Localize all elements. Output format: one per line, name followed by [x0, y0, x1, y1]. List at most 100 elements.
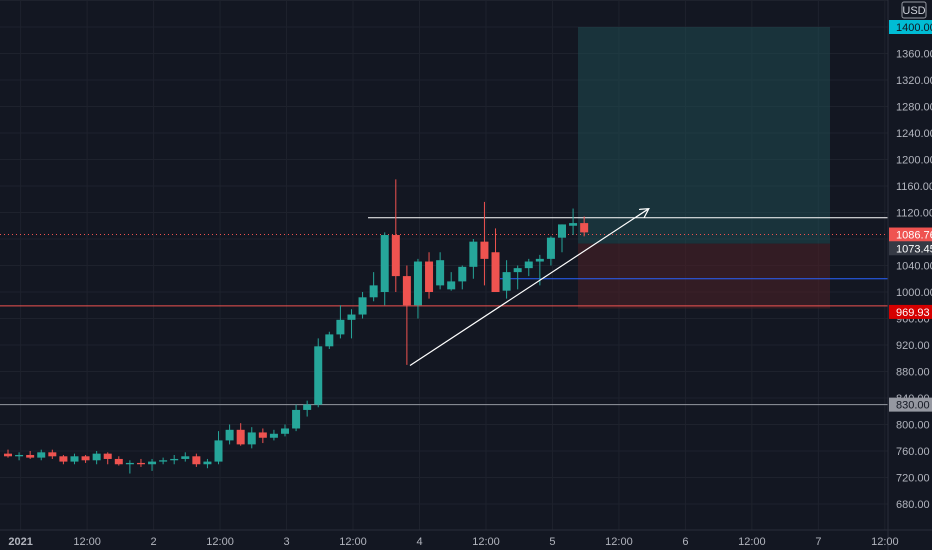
candle-body — [136, 462, 145, 465]
candle[interactable] — [524, 258, 533, 277]
candle[interactable] — [325, 331, 334, 349]
candle-body — [546, 237, 555, 259]
candle[interactable] — [546, 236, 555, 266]
candle[interactable] — [502, 260, 511, 299]
ascending-trendline[interactable] — [409, 209, 648, 367]
candle-body — [258, 432, 267, 438]
candle[interactable] — [114, 456, 123, 466]
svg-text:1400.00: 1400.00 — [896, 22, 932, 34]
candle[interactable] — [314, 338, 323, 408]
candle[interactable] — [303, 400, 312, 417]
base-price-badge: 830.00 — [889, 397, 932, 412]
candle[interactable] — [281, 424, 289, 437]
candle[interactable] — [92, 451, 101, 465]
candle[interactable] — [37, 449, 46, 461]
date-tick-label: 6 — [682, 536, 688, 548]
price-tick-label: 1240.00 — [896, 128, 932, 140]
candle[interactable] — [181, 452, 190, 462]
price-tick-label: 1200.00 — [896, 155, 932, 167]
candle[interactable] — [369, 272, 378, 302]
candle-body — [170, 458, 179, 461]
candle[interactable] — [81, 454, 90, 463]
candle[interactable] — [214, 431, 223, 465]
time-tick-label: 12:00 — [871, 536, 899, 548]
candle[interactable] — [48, 449, 57, 459]
stop-zone[interactable] — [578, 243, 830, 309]
svg-text:1086.76: 1086.76 — [896, 230, 932, 242]
candle-body — [48, 452, 57, 457]
date-tick-label: 7 — [815, 536, 821, 548]
candle[interactable] — [391, 179, 400, 292]
candle[interactable] — [59, 454, 68, 465]
candle[interactable] — [192, 453, 201, 467]
candle[interactable] — [513, 265, 522, 290]
candle[interactable] — [569, 208, 578, 236]
time-tick-label: 12:00 — [73, 536, 101, 548]
candle[interactable] — [436, 252, 445, 290]
candle[interactable] — [26, 451, 35, 459]
candle[interactable] — [225, 424, 234, 445]
price-tick-label: 920.00 — [896, 340, 930, 352]
currency-button[interactable]: USD — [901, 1, 927, 19]
candle-body — [114, 458, 123, 465]
candle[interactable] — [480, 201, 489, 286]
candle[interactable] — [491, 228, 500, 292]
trendline-drawings — [409, 209, 648, 367]
candle[interactable] — [247, 427, 256, 449]
candle[interactable] — [269, 429, 278, 441]
candle[interactable] — [358, 292, 367, 319]
candle[interactable] — [170, 454, 179, 465]
candle[interactable] — [159, 457, 168, 465]
candle[interactable] — [292, 404, 301, 432]
candle-body — [513, 268, 522, 273]
candle[interactable] — [4, 449, 12, 458]
candle-body — [558, 224, 566, 238]
candle-body — [269, 433, 278, 438]
candle-body — [436, 260, 445, 286]
candle[interactable] — [236, 423, 245, 446]
candle[interactable] — [136, 458, 145, 467]
candle[interactable] — [125, 460, 134, 474]
candle[interactable] — [258, 428, 267, 444]
price-tick-label: 800.00 — [896, 420, 930, 432]
price-tick-label: 880.00 — [896, 367, 930, 379]
price-axis-bg[interactable] — [888, 0, 932, 530]
candle-body — [458, 266, 467, 282]
candle[interactable] — [70, 453, 79, 465]
candle[interactable] — [580, 216, 589, 237]
candle-body — [480, 241, 489, 259]
candle[interactable] — [413, 258, 422, 319]
time-tick-label: 12:00 — [605, 536, 633, 548]
candle-body — [491, 252, 500, 292]
candle[interactable] — [458, 265, 467, 290]
candle[interactable] — [15, 452, 24, 461]
candle-body — [369, 285, 378, 298]
price-tick-label: 1120.00 — [896, 208, 932, 220]
candle[interactable] — [469, 239, 478, 279]
price-tick-label: 1360.00 — [896, 49, 932, 61]
horizontal-levels — [0, 217, 888, 406]
candle-body — [314, 346, 323, 405]
candle[interactable] — [203, 458, 212, 469]
candle-body — [159, 460, 168, 462]
candle[interactable] — [447, 272, 456, 291]
candle[interactable] — [558, 224, 566, 253]
candle[interactable] — [347, 309, 356, 339]
candle[interactable] — [148, 458, 157, 471]
candle[interactable] — [380, 232, 389, 306]
target-zone[interactable] — [578, 27, 830, 244]
candles — [4, 179, 589, 474]
candle[interactable] — [336, 305, 345, 339]
time-tick-label: 12:00 — [339, 536, 367, 548]
candle-body — [70, 456, 79, 462]
candle[interactable] — [103, 452, 112, 465]
candle[interactable] — [402, 265, 411, 365]
candle-body — [225, 429, 234, 441]
candle-body — [391, 235, 400, 277]
date-tick-label: 4 — [416, 536, 422, 548]
candle[interactable] — [425, 252, 434, 299]
time-axis-bg[interactable] — [0, 530, 932, 550]
mid-price-badge: 1073.45 — [889, 241, 932, 256]
